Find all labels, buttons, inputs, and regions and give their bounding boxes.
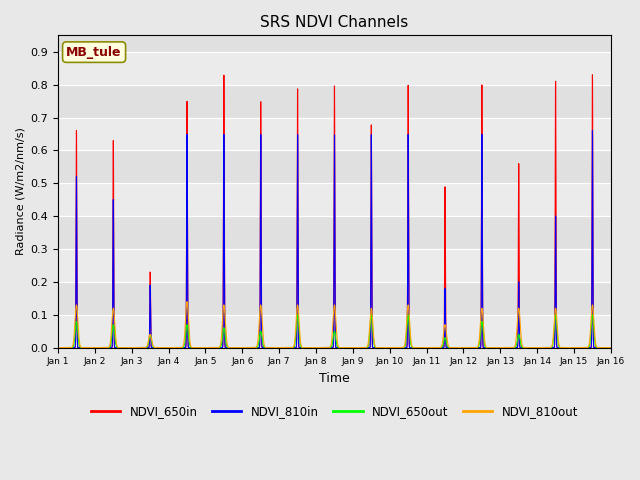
Bar (58, 315, 611, 348)
Bar (58, 118, 611, 150)
NDVI_650in (490, 345, 497, 350)
NDVI_810out (54, 345, 62, 350)
NDVI_650out (411, 345, 419, 350)
Line: NDVI_810out: NDVI_810out (58, 301, 611, 348)
NDVI_810in (411, 345, 419, 350)
Bar (58, 52, 611, 84)
X-axis label: Time: Time (319, 372, 350, 385)
NDVI_810out (172, 345, 180, 350)
NDVI_810out (411, 345, 419, 350)
Y-axis label: Radiance (W/m2/nm/s): Radiance (W/m2/nm/s) (15, 128, 25, 255)
NDVI_650out (589, 312, 596, 318)
Bar (58, 249, 611, 282)
Bar (58, 183, 611, 216)
NDVI_810in (490, 345, 497, 350)
NDVI_650out (607, 345, 614, 350)
NDVI_810out (607, 345, 614, 350)
NDVI_650in (261, 345, 269, 350)
Bar (58, 36, 611, 52)
NDVI_650in (605, 345, 612, 350)
Title: SRS NDVI Channels: SRS NDVI Channels (260, 15, 408, 30)
NDVI_810out (605, 345, 612, 350)
Line: NDVI_650out: NDVI_650out (58, 315, 611, 348)
NDVI_650in (172, 345, 180, 350)
Bar (58, 84, 611, 118)
NDVI_810in (589, 128, 596, 133)
Text: MB_tule: MB_tule (67, 46, 122, 59)
Bar (58, 216, 611, 249)
NDVI_650out (261, 345, 269, 350)
NDVI_650out (605, 345, 612, 350)
NDVI_650out (490, 345, 497, 350)
NDVI_810in (172, 345, 180, 350)
NDVI_650out (172, 345, 180, 350)
NDVI_810in (54, 345, 62, 350)
NDVI_810out (261, 344, 269, 350)
NDVI_810in (261, 345, 269, 350)
NDVI_650out (166, 345, 174, 350)
NDVI_810in (605, 345, 612, 350)
NDVI_810out (166, 345, 174, 350)
Bar (58, 150, 611, 183)
NDVI_650in (607, 345, 614, 350)
NDVI_810out (490, 345, 497, 350)
NDVI_810in (607, 345, 614, 350)
NDVI_650in (166, 345, 174, 350)
NDVI_810in (166, 345, 174, 350)
NDVI_650in (54, 345, 62, 350)
Legend: NDVI_650in, NDVI_810in, NDVI_650out, NDVI_810out: NDVI_650in, NDVI_810in, NDVI_650out, NDV… (86, 400, 583, 423)
Line: NDVI_810in: NDVI_810in (58, 131, 611, 348)
NDVI_810out (183, 299, 191, 304)
Line: NDVI_650in: NDVI_650in (58, 75, 611, 348)
Bar (58, 282, 611, 315)
NDVI_650in (589, 72, 596, 78)
NDVI_650out (54, 345, 62, 350)
NDVI_650in (411, 345, 419, 350)
